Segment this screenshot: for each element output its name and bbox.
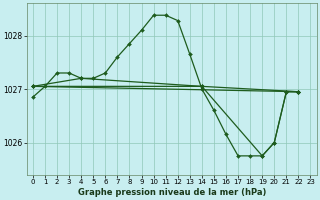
X-axis label: Graphe pression niveau de la mer (hPa): Graphe pression niveau de la mer (hPa) <box>77 188 266 197</box>
